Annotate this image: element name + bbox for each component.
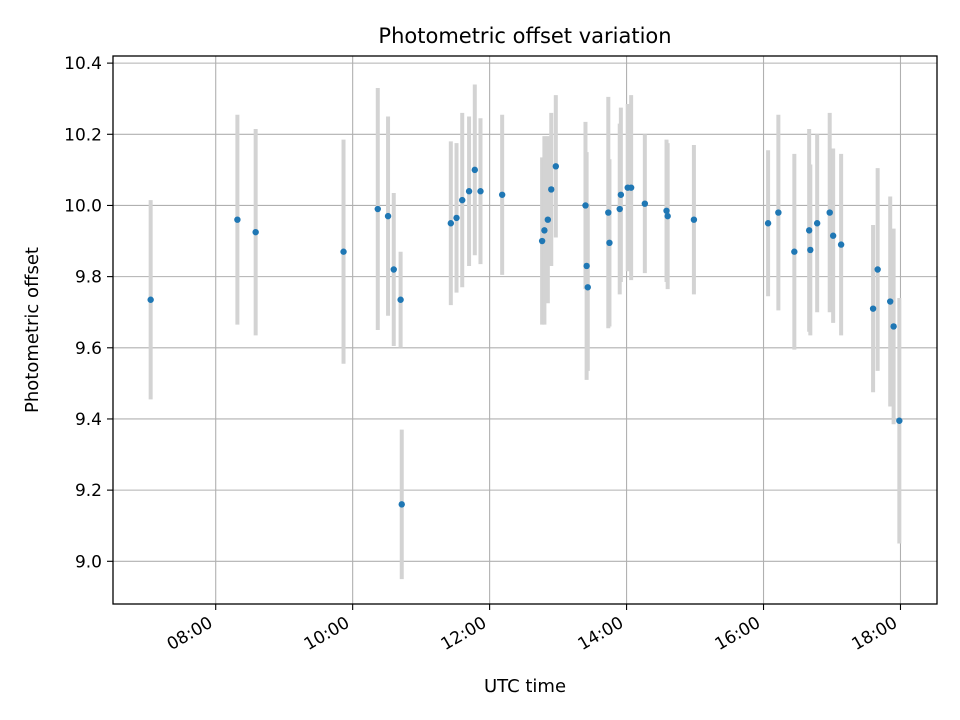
data-point: [896, 417, 903, 424]
data-point: [447, 220, 455, 227]
data-point: [890, 323, 897, 330]
data-point: [453, 214, 460, 222]
y-axis: 9.0 9.2 9.4 9.6 9.8 10.0 10.2 10.4: [64, 54, 113, 572]
data-point: [663, 207, 670, 214]
data-point: [384, 212, 392, 220]
data-point: [641, 200, 649, 207]
data-point: [471, 166, 478, 174]
y-tick-label: 9.2: [75, 481, 102, 501]
data-point: [397, 296, 404, 303]
data-point: [538, 237, 546, 245]
data-point: [764, 220, 772, 227]
data-point: [548, 186, 555, 193]
data-point: [398, 501, 405, 508]
data-point: [477, 188, 484, 195]
data-point: [459, 196, 466, 204]
data-point: [837, 241, 845, 248]
data-point: [374, 205, 381, 213]
data-point: [887, 298, 894, 305]
data-point: [465, 188, 473, 195]
data-point: [805, 227, 813, 234]
y-tick-label: 10.0: [64, 196, 102, 216]
data-point: [807, 246, 814, 254]
data-point: [664, 212, 671, 220]
y-tick-label: 9.6: [75, 339, 102, 359]
data-point: [606, 239, 613, 247]
data-point: [829, 232, 837, 239]
data-point: [544, 216, 552, 223]
data-point: [583, 262, 590, 270]
data-point: [147, 296, 154, 303]
data-point: [541, 227, 548, 234]
data-point: [584, 284, 591, 291]
data-point: [234, 216, 241, 223]
data-point: [775, 209, 782, 216]
data-point: [627, 184, 635, 191]
data-point: [826, 209, 833, 216]
y-tick-label: 10.4: [64, 54, 102, 74]
plot-frame: [112, 55, 938, 605]
y-tick-label: 10.2: [64, 125, 102, 145]
data-point: [690, 216, 698, 223]
data-point: [791, 248, 798, 255]
data-point: [552, 163, 560, 170]
data-points: [147, 163, 903, 508]
y-tick-label: 9.4: [75, 410, 102, 430]
y-axis-title: Photometric offset: [22, 247, 43, 413]
y-tick-label: 9.0: [75, 552, 102, 572]
data-point: [252, 228, 259, 236]
y-tick-label: 9.8: [75, 268, 102, 288]
data-point: [616, 205, 623, 213]
data-point: [605, 209, 612, 216]
data-point: [813, 220, 821, 227]
chart-title: Photometric offset variation: [378, 24, 671, 48]
x-axis-title: UTC time: [484, 676, 566, 697]
data-point: [874, 266, 881, 273]
data-point: [390, 266, 397, 273]
data-point: [340, 248, 347, 255]
data-point: [498, 191, 506, 198]
data-point: [582, 202, 589, 209]
data-point: [617, 191, 625, 198]
data-point: [869, 305, 877, 312]
